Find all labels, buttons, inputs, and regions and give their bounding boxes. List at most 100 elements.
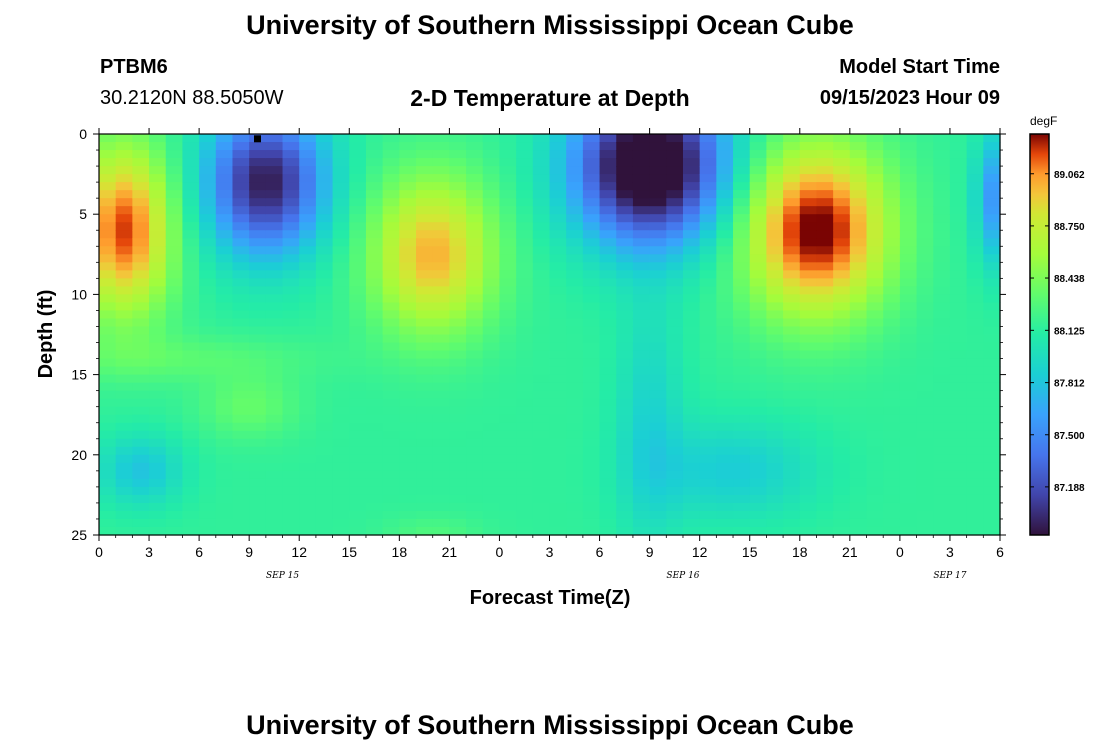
heatmap-cell [966, 494, 984, 504]
heatmap-cell [699, 382, 717, 392]
heatmap-cell [983, 334, 1001, 344]
heatmap-cell [883, 430, 901, 440]
heatmap-cell [599, 214, 617, 223]
heatmap-cell [516, 422, 534, 432]
heatmap-cell [966, 486, 984, 496]
heatmap-cell [766, 302, 784, 312]
heatmap-cell [983, 518, 1001, 528]
heatmap-cell [315, 374, 334, 384]
heatmap-cell [716, 342, 734, 352]
heatmap-cell [382, 446, 400, 456]
heatmap-cell [399, 310, 417, 320]
heatmap-cell [499, 342, 517, 352]
heatmap-cell [699, 422, 717, 432]
heatmap-cell [332, 174, 350, 183]
heatmap-cell [649, 342, 667, 352]
heatmap-cell [699, 406, 717, 416]
heatmap-cell [516, 406, 534, 416]
heatmap-cell [816, 334, 834, 344]
heatmap-cell [616, 350, 634, 360]
heatmap-cell [482, 350, 501, 360]
heatmap-cell [566, 510, 584, 520]
heatmap-cell [933, 294, 951, 304]
heatmap-cell [315, 246, 334, 255]
heatmap-cell [265, 246, 284, 255]
colorbar-unit: degF [1030, 114, 1057, 128]
heatmap-cell [632, 310, 651, 320]
heatmap-cell [449, 214, 467, 223]
heatmap-cell [699, 310, 717, 320]
heatmap-cell [783, 254, 801, 263]
heatmap-cell [666, 398, 684, 408]
heatmap-cell [449, 318, 467, 328]
heatmap-cell [849, 158, 868, 167]
heatmap-cell [332, 246, 350, 255]
heatmap-cell [699, 350, 717, 360]
heatmap-cell [866, 366, 884, 376]
heatmap-cell [299, 214, 317, 223]
heatmap-cell [449, 158, 467, 167]
heatmap-cell [682, 382, 701, 392]
heatmap-cell [349, 286, 367, 295]
heatmap-cell [432, 270, 450, 279]
heatmap-cell [482, 142, 501, 151]
heatmap-cell [165, 254, 184, 263]
heatmap-cell [666, 318, 684, 328]
heatmap-cell [916, 494, 934, 504]
heatmap-cell [933, 230, 951, 239]
heatmap-cell [599, 238, 617, 247]
heatmap-cell [215, 174, 234, 183]
heatmap-cell [249, 246, 267, 255]
heatmap-cell [833, 246, 851, 255]
heatmap-cell [282, 422, 300, 432]
heatmap-cell [449, 198, 467, 207]
heatmap-cell [733, 286, 751, 295]
heatmap-cell [933, 182, 951, 191]
heatmap-cell [716, 134, 734, 143]
heatmap-cell [816, 198, 834, 207]
heatmap-cell [699, 262, 717, 271]
heatmap-cell [699, 358, 717, 368]
heatmap-cell [566, 398, 584, 408]
heatmap-cell [499, 382, 517, 392]
heatmap-cell [265, 142, 284, 151]
heatmap-cell [616, 174, 634, 183]
heatmap-cell [466, 166, 484, 175]
heatmap-cell [532, 358, 551, 368]
heatmap-cell [199, 406, 217, 416]
heatmap-cell [182, 238, 200, 247]
heatmap-cell [199, 398, 217, 408]
heatmap-cell [215, 382, 234, 392]
x-tick-label: 0 [496, 544, 504, 560]
heatmap-cell [99, 246, 117, 255]
heatmap-cell [632, 206, 651, 215]
heatmap-cell [916, 326, 934, 336]
heatmap-cell [315, 478, 334, 488]
heatmap-cell [215, 166, 234, 175]
heatmap-cell [749, 134, 768, 143]
heatmap-cell [482, 270, 501, 279]
heatmap-cell [499, 358, 517, 368]
heatmap-cell [332, 230, 350, 239]
heatmap-cell [616, 150, 634, 159]
heatmap-cell [215, 470, 234, 480]
heatmap-cell [399, 502, 417, 512]
heatmap-cell [516, 398, 534, 408]
heatmap-cell [733, 470, 751, 480]
heatmap-cell [382, 238, 400, 247]
heatmap-cell [933, 310, 951, 320]
heatmap-cell [916, 278, 934, 287]
heatmap-cell [566, 502, 584, 512]
heatmap-cell [165, 294, 184, 304]
heatmap-cell [332, 422, 350, 432]
heatmap-cell [499, 230, 517, 239]
heatmap-cell [365, 518, 384, 528]
heatmap-cell [299, 262, 317, 271]
heatmap-cell [232, 134, 250, 143]
heatmap-cell [115, 358, 133, 368]
heatmap-cell [399, 190, 417, 199]
heatmap-cell [966, 358, 984, 368]
heatmap-cell [215, 142, 234, 151]
heatmap-cell [99, 142, 117, 151]
heatmap-cell [115, 374, 133, 384]
